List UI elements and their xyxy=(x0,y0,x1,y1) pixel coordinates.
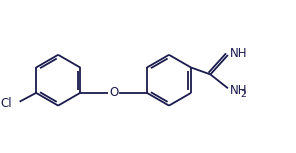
Text: 2: 2 xyxy=(240,90,246,99)
Text: NH: NH xyxy=(230,84,247,97)
Text: O: O xyxy=(109,86,118,99)
Text: Cl: Cl xyxy=(1,97,12,110)
Text: NH: NH xyxy=(230,47,247,60)
